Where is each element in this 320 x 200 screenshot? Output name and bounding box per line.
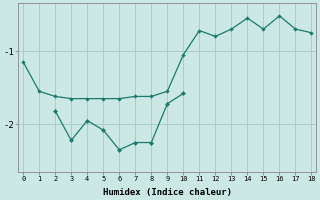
X-axis label: Humidex (Indice chaleur): Humidex (Indice chaleur) [103,188,232,197]
